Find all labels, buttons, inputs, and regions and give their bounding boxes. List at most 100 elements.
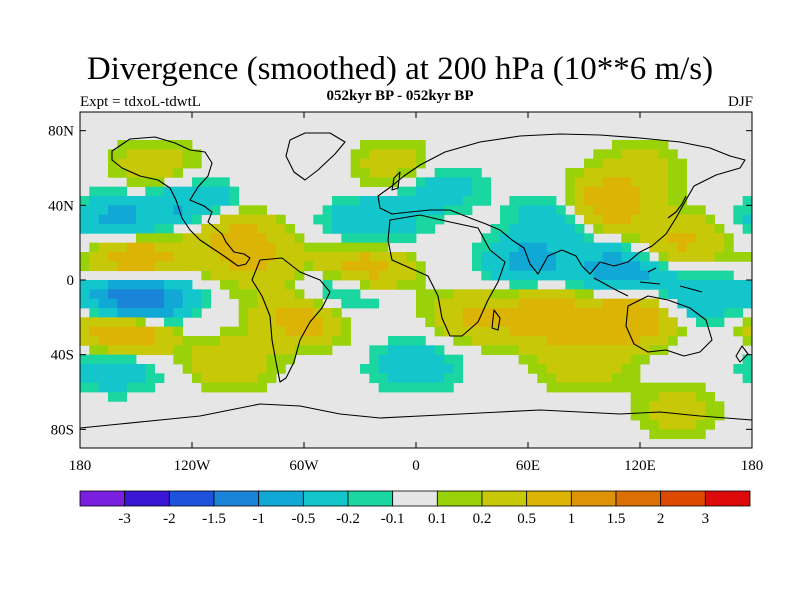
field-cell xyxy=(210,270,221,281)
field-cell xyxy=(546,373,557,384)
field-cell xyxy=(472,317,482,328)
field-cell xyxy=(136,149,146,160)
field-cell xyxy=(416,336,426,346)
field-cell xyxy=(714,308,725,318)
field-cell xyxy=(98,196,109,206)
field-cell xyxy=(126,242,137,253)
field-cell xyxy=(528,233,538,244)
field-cell xyxy=(658,308,669,318)
field-cell xyxy=(444,326,454,337)
field-cell xyxy=(481,242,492,253)
field-cell xyxy=(649,429,660,440)
field-cell xyxy=(388,280,398,290)
field-cell xyxy=(238,308,249,318)
field-cell xyxy=(565,326,576,337)
field-cell xyxy=(696,242,706,253)
field-cell xyxy=(220,354,230,365)
field-cell xyxy=(565,224,576,234)
field-cell xyxy=(220,345,230,356)
field-cell xyxy=(546,261,557,272)
field-cell xyxy=(313,214,324,225)
field-cell xyxy=(266,308,277,318)
field-cell xyxy=(154,373,165,384)
field-cell xyxy=(192,298,202,309)
field-cell xyxy=(154,280,165,290)
field-cell xyxy=(397,140,408,150)
field-cell xyxy=(584,354,594,365)
field-cell xyxy=(462,289,473,300)
field-cell xyxy=(425,345,436,356)
field-cell xyxy=(490,317,501,328)
field-cell xyxy=(406,158,417,169)
field-cell xyxy=(210,233,221,244)
field-cell xyxy=(304,326,314,337)
field-cell xyxy=(360,280,370,290)
field-cell xyxy=(313,298,324,309)
field-cell xyxy=(80,289,90,300)
field-cell xyxy=(332,224,342,234)
field-cell xyxy=(210,261,221,272)
field-cell xyxy=(126,177,137,188)
field-cell xyxy=(714,224,725,234)
field-cell xyxy=(574,196,585,206)
field-cell xyxy=(733,205,744,216)
field-cell xyxy=(136,224,146,234)
field-cell xyxy=(80,214,90,225)
field-cell xyxy=(677,392,688,402)
field-cell xyxy=(472,326,482,337)
field-cell xyxy=(117,280,128,290)
field-cell xyxy=(705,280,716,290)
field-cell xyxy=(322,280,333,290)
field-cell xyxy=(322,345,333,356)
field-cell xyxy=(434,373,445,384)
field-cell xyxy=(98,354,109,365)
field-cell xyxy=(565,177,576,188)
field-cell xyxy=(322,270,333,281)
field-cell xyxy=(220,177,230,188)
field-cell xyxy=(649,149,660,160)
field-cell xyxy=(677,168,688,178)
field-cell xyxy=(593,298,604,309)
field-cell xyxy=(89,196,100,206)
coastline-greenland xyxy=(285,132,346,181)
field-cell xyxy=(313,252,324,262)
field-cell xyxy=(724,252,734,262)
field-cell xyxy=(238,373,249,384)
field-cell xyxy=(229,242,240,253)
field-cell xyxy=(257,233,268,244)
field-cell xyxy=(593,382,604,393)
field-cell xyxy=(602,364,613,374)
field-cell xyxy=(257,214,268,225)
field-cell xyxy=(724,298,734,309)
field-cell xyxy=(434,186,445,197)
field-cell xyxy=(80,261,90,272)
field-cell xyxy=(677,242,688,253)
field-cell xyxy=(145,252,156,262)
field-cell xyxy=(238,336,249,346)
field-cell xyxy=(434,196,445,206)
field-cell xyxy=(677,233,688,244)
field-cell xyxy=(425,196,436,206)
field-cell xyxy=(453,308,464,318)
field-cell xyxy=(602,158,613,169)
field-cell xyxy=(145,373,156,384)
field-cell xyxy=(528,252,538,262)
field-cell xyxy=(556,336,566,346)
field-cell xyxy=(668,233,678,244)
field-cell xyxy=(621,354,632,365)
field-cell xyxy=(322,326,333,337)
field-cell xyxy=(154,345,165,356)
field-cell xyxy=(602,326,613,337)
field-cell xyxy=(640,214,650,225)
field-cell xyxy=(406,373,417,384)
map-title: Divergence (smoothed) at 200 hPa (10**6 … xyxy=(86,51,714,87)
field-cell xyxy=(593,242,604,253)
field-cell xyxy=(229,280,240,290)
field-cell xyxy=(164,336,174,346)
field-cell xyxy=(565,382,576,393)
field-cell xyxy=(229,252,240,262)
field-cell xyxy=(509,233,520,244)
field-cell xyxy=(154,158,165,169)
lat-tick-label: 40N xyxy=(48,198,74,214)
field-cell xyxy=(528,289,538,300)
